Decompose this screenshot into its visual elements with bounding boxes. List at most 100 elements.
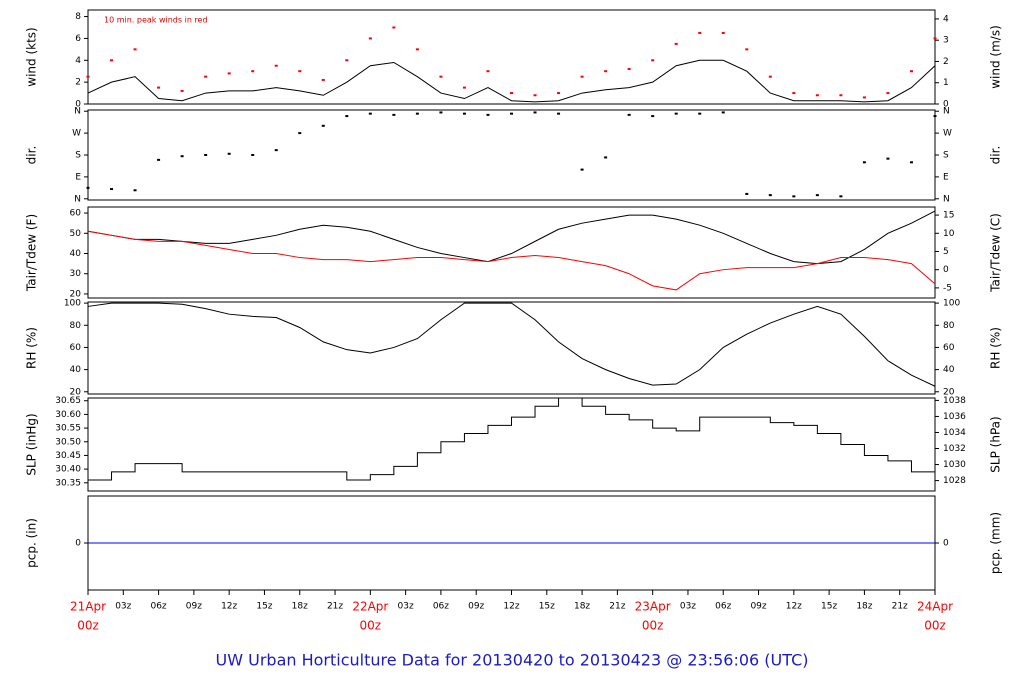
x-tick-label: 00z xyxy=(360,619,382,633)
data-point xyxy=(698,112,702,115)
y-tick-label: 30.35 xyxy=(55,478,81,488)
y2-tick-label: 10 xyxy=(943,229,955,239)
x-tick-label: 09z xyxy=(750,602,766,612)
x-tick-label: 06z xyxy=(150,602,166,612)
x-tick-label: 09z xyxy=(186,602,202,612)
data-point xyxy=(204,75,208,78)
y2-axis-label: dir. xyxy=(989,146,1003,165)
y-tick-label: 30.60 xyxy=(55,410,81,420)
x-tick-label: 03z xyxy=(115,602,131,612)
data-point xyxy=(792,92,796,95)
y2-axis-label: RH (%) xyxy=(989,327,1003,369)
data-point xyxy=(792,195,796,198)
y-tick-label: 0 xyxy=(75,100,81,110)
data-line xyxy=(87,210,936,265)
data-point xyxy=(721,111,725,114)
data-point xyxy=(627,113,631,116)
data-point xyxy=(862,96,866,99)
data-point xyxy=(180,89,184,92)
y-tick-label: 4 xyxy=(75,56,81,66)
data-point xyxy=(510,92,513,95)
data-point xyxy=(368,112,372,115)
data-point xyxy=(439,75,443,78)
data-point xyxy=(533,111,537,114)
data-point xyxy=(604,70,608,73)
panel-frame xyxy=(87,9,936,105)
y-tick-label: 100 xyxy=(64,299,81,309)
x-tick-label: 15z xyxy=(539,602,555,612)
x-date-label: 21Apr xyxy=(70,600,106,614)
data-point xyxy=(557,112,561,115)
data-line xyxy=(88,397,936,486)
x-tick-label: 06z xyxy=(433,602,449,612)
y2-tick-label: 1028 xyxy=(943,476,966,486)
data-point xyxy=(839,195,843,198)
y-tick-label: 2 xyxy=(75,78,81,88)
y2-tick-label: S xyxy=(943,151,949,161)
y-tick-label: 60 xyxy=(70,209,82,219)
data-point xyxy=(580,75,584,78)
data-point xyxy=(674,42,678,45)
data-point xyxy=(251,154,255,156)
data-point xyxy=(321,78,325,81)
y-axis-label: SLP (inHg) xyxy=(25,413,39,475)
data-point xyxy=(439,111,443,114)
data-point xyxy=(157,86,161,89)
y2-tick-label: 2 xyxy=(943,57,949,67)
data-point xyxy=(533,94,537,97)
x-tick-label: 06z xyxy=(715,602,731,612)
data-point xyxy=(133,48,137,51)
data-point xyxy=(721,31,725,34)
y-axis-label: pcp. (in) xyxy=(25,518,39,568)
data-point xyxy=(345,59,349,62)
panel-frame xyxy=(87,397,936,492)
data-point xyxy=(462,112,466,115)
y-axis-label: wind (kts) xyxy=(25,27,39,86)
y2-axis-label: wind (m/s) xyxy=(989,25,1003,89)
y-tick-label: 0 xyxy=(75,539,81,549)
x-tick-label: 18z xyxy=(856,602,872,612)
x-tick-label: 18z xyxy=(574,602,590,612)
data-point xyxy=(862,161,866,164)
x-date-label: 22Apr xyxy=(352,600,388,614)
y-tick-label: 50 xyxy=(70,229,82,239)
data-point xyxy=(274,64,278,67)
data-point xyxy=(157,158,161,161)
y-tick-label: N xyxy=(74,107,81,117)
y2-tick-label: 1032 xyxy=(943,444,966,454)
y2-tick-label: 15 xyxy=(943,211,954,221)
x-tick-label: 12z xyxy=(221,602,237,612)
data-point xyxy=(698,31,702,34)
x-tick-label: 18z xyxy=(292,602,308,612)
data-point xyxy=(745,192,749,195)
y2-tick-label: 1038 xyxy=(943,396,966,406)
data-point xyxy=(510,112,513,115)
y-tick-label: 40 xyxy=(70,249,82,259)
y-tick-label: 40 xyxy=(70,365,82,375)
y-tick-label: 20 xyxy=(70,387,82,397)
x-tick-label: 21z xyxy=(609,602,625,612)
x-tick-label: 21z xyxy=(327,602,343,612)
data-line xyxy=(87,302,936,387)
y2-tick-label: 0 xyxy=(943,539,949,549)
x-tick-label: 21z xyxy=(892,602,908,612)
data-point xyxy=(133,189,137,192)
y-tick-label: 8 xyxy=(75,12,81,22)
data-point xyxy=(933,37,937,40)
data-point xyxy=(486,70,490,73)
y2-tick-label: E xyxy=(943,172,949,182)
x-tick-label: 00z xyxy=(924,619,946,633)
data-point xyxy=(180,155,184,158)
data-point xyxy=(298,132,302,135)
y-tick-label: 30.65 xyxy=(55,396,81,406)
data-point xyxy=(886,92,890,95)
data-point xyxy=(674,112,678,115)
y-tick-label: 80 xyxy=(70,321,82,331)
data-point xyxy=(368,37,372,40)
data-point xyxy=(486,113,490,116)
y-tick-label: 20 xyxy=(70,289,82,299)
y2-tick-label: W xyxy=(943,129,952,139)
data-point xyxy=(86,186,90,189)
x-tick-label: 15z xyxy=(821,602,837,612)
y-tick-label: 30 xyxy=(70,269,82,279)
